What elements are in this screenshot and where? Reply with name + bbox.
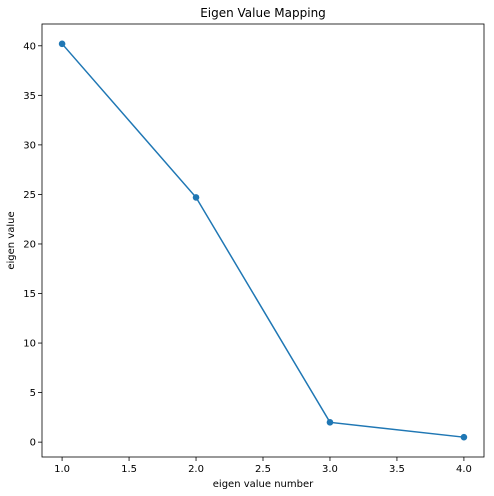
x-tick-label: 3.0 xyxy=(322,464,338,475)
y-tick-label: 25 xyxy=(23,190,36,201)
y-tick-label: 35 xyxy=(23,91,36,102)
y-axis-ticks: 0 5 10 15 20 25 30 35 40 xyxy=(23,41,42,449)
data-point xyxy=(58,40,66,48)
y-tick-label: 30 xyxy=(23,140,36,151)
x-tick-label: 4.0 xyxy=(456,464,472,475)
series-line xyxy=(61,43,464,438)
x-axis-label: eigen value number xyxy=(213,479,314,490)
y-tick-label: 10 xyxy=(23,339,36,350)
plot-frame xyxy=(41,23,485,458)
data-point xyxy=(192,194,200,201)
x-axis-ticks: 1.0 1.5 2.0 2.5 3.0 3.5 4.0 xyxy=(54,457,472,475)
y-tick-label: 20 xyxy=(23,239,36,250)
y-tick-label: 5 xyxy=(30,388,36,399)
x-tick-label: 1.0 xyxy=(54,464,70,475)
x-tick-label: 1.5 xyxy=(121,464,137,475)
chart-title: Eigen Value Mapping xyxy=(200,6,326,20)
data-point xyxy=(326,419,334,426)
y-tick-label: 15 xyxy=(23,289,36,300)
y-axis-label: eigen value xyxy=(6,211,17,269)
x-tick-label: 3.5 xyxy=(389,464,405,475)
data-points xyxy=(58,40,468,441)
y-tick-label: 0 xyxy=(30,438,36,449)
plot-area-background xyxy=(42,24,484,457)
x-tick-label: 2.0 xyxy=(188,464,204,475)
y-tick-label: 40 xyxy=(23,41,36,52)
data-point xyxy=(460,433,468,441)
x-tick-label: 2.5 xyxy=(255,464,271,475)
